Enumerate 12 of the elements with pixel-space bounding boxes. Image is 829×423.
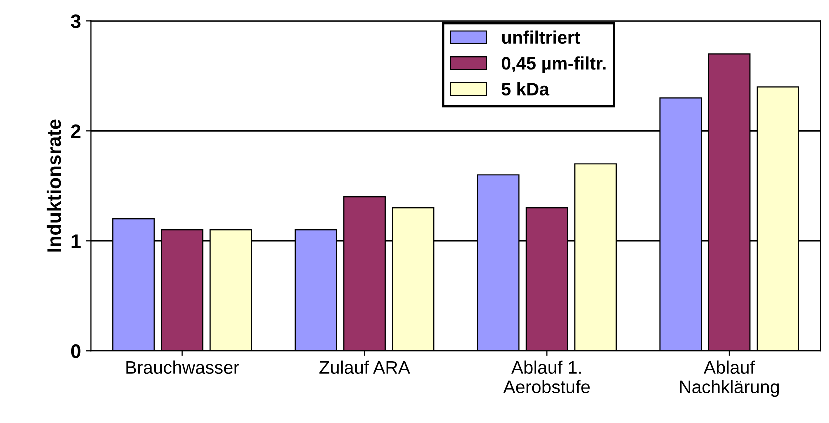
x-tick-label: Zulauf ARA	[320, 360, 410, 374]
legend-label: 0,45 µm-filtr.	[502, 56, 606, 74]
x-tick-label: Ablauf Nachklärung	[680, 360, 780, 398]
x-tick-label: Brauchwasser	[126, 360, 240, 374]
legend-label: unfiltriert	[502, 30, 580, 44]
y-tick-label: 1	[72, 234, 81, 248]
legend-label: 5 kDa	[502, 82, 550, 96]
y-tick-label: 3	[71, 14, 81, 28]
y-tick-label: 2	[71, 124, 81, 138]
x-tick-label: Ablauf 1. Aerobstufe	[504, 360, 590, 394]
y-tick-label: 0	[71, 344, 81, 358]
y-axis-title: Induktionsrate	[46, 120, 62, 252]
